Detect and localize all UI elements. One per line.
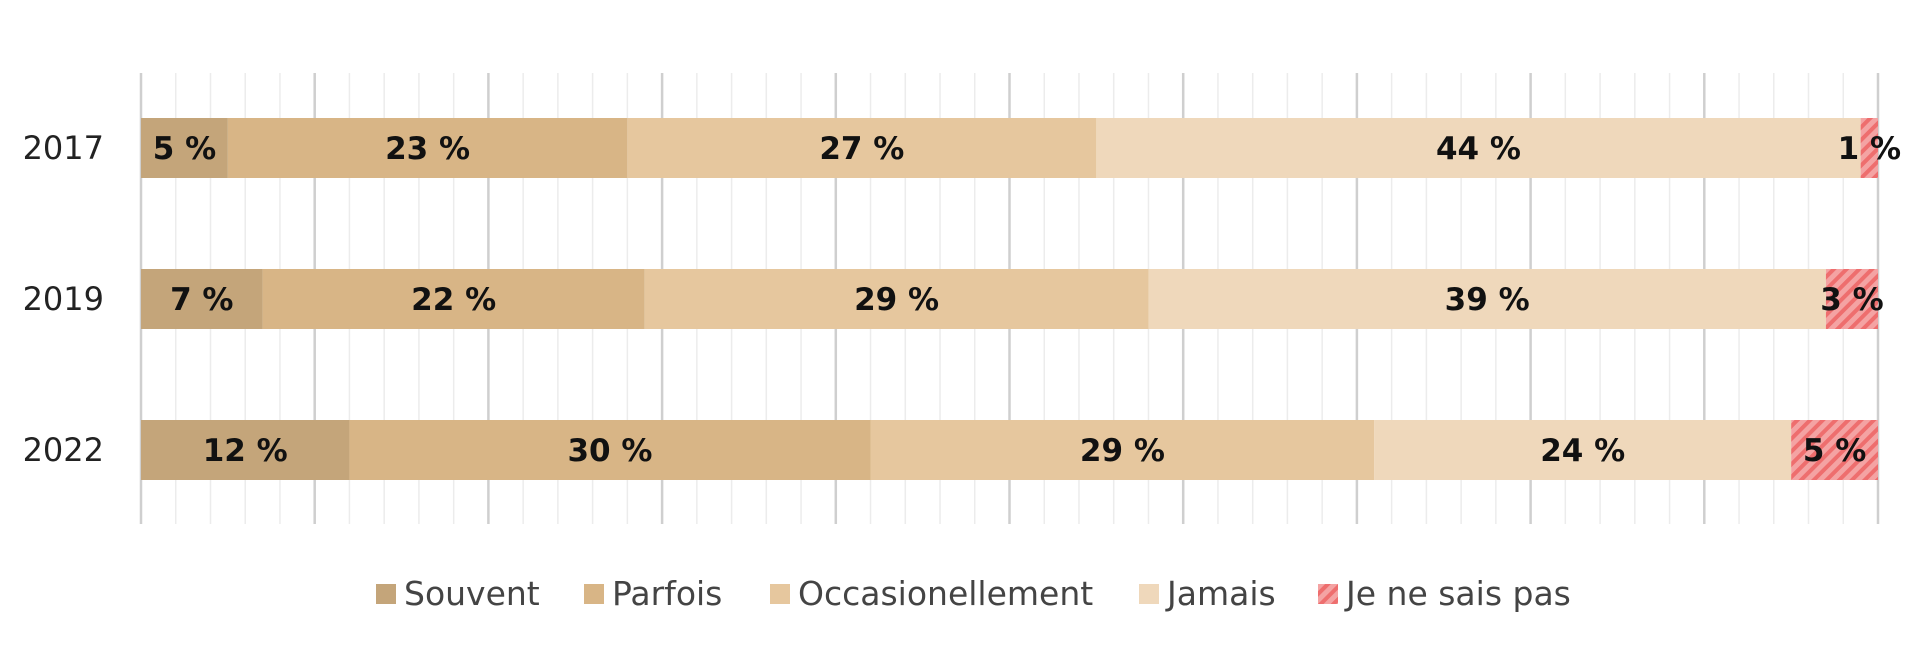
legend-item-jamais: Jamais [1139, 574, 1276, 613]
legend-item-parfois: Parfois [584, 574, 722, 613]
data-label: 29 % [1080, 433, 1165, 469]
legend-label: Souvent [404, 574, 540, 613]
legend-label: Occasionellement [798, 574, 1093, 613]
data-label: 30 % [567, 433, 652, 469]
bar-2022-occasionellement [870, 420, 1375, 480]
bar-2017-jamais [1096, 118, 1861, 178]
legend-item-occasionellement: Occasionellement [770, 574, 1093, 613]
category-label-2022: 2022 [23, 431, 104, 469]
category-axis: 2017 2019 2022 [23, 129, 104, 469]
bar-2019-parfois [262, 269, 645, 329]
bar-2019-souvent [141, 269, 263, 329]
bar-2017-parfois [227, 118, 628, 178]
bar-2022-jamais [1374, 420, 1792, 480]
value-labels: 5 % 23 % 27 % 44 % 1 % 7 % 22 % 29 % 39 % 3 % 12 %… [153, 131, 1901, 469]
legend-item-souvent: Souvent [376, 574, 540, 613]
bar-2019-occasionellement [644, 269, 1149, 329]
bar-2019-je-ne-sais-pas [1825, 269, 1878, 329]
data-label: 5 % [1803, 433, 1866, 469]
legend-swatch [376, 584, 396, 604]
data-label: 12 % [203, 433, 288, 469]
legend-item-je-ne-sais-pas: Je ne sais pas [1318, 574, 1571, 613]
data-label: 29 % [854, 282, 939, 318]
bar-2022-souvent [141, 420, 350, 480]
data-label: 23 % [385, 131, 470, 167]
legend-swatch [1318, 584, 1338, 604]
data-label: 22 % [411, 282, 496, 318]
legend-label: Parfois [612, 574, 722, 613]
bar-2017-souvent [141, 118, 228, 178]
data-label: 1 % [1838, 131, 1901, 167]
data-label: 7 % [170, 282, 233, 318]
data-label: 27 % [819, 131, 904, 167]
legend-swatch [1139, 584, 1159, 604]
legend-swatch [770, 584, 790, 604]
bar-2022-parfois [349, 420, 871, 480]
bar-2019-jamais [1148, 269, 1826, 329]
legend: Souvent Parfois Occasionellement Jamais Je n… [376, 574, 1571, 613]
data-label: 39 % [1445, 282, 1530, 318]
legend-label: Jamais [1165, 574, 1276, 613]
bars [141, 118, 1878, 480]
legend-label: Je ne sais pas [1344, 574, 1571, 613]
data-label: 44 % [1436, 131, 1521, 167]
category-label-2017: 2017 [23, 129, 104, 167]
legend-swatch [584, 584, 604, 604]
data-label: 24 % [1540, 433, 1625, 469]
bar-2017-je-ne-sais-pas [1860, 118, 1878, 178]
category-label-2019: 2019 [23, 280, 104, 318]
data-label: 3 % [1820, 282, 1883, 318]
data-label: 5 % [153, 131, 216, 167]
bar-2022-je-ne-sais-pas [1791, 420, 1878, 480]
bar-2017-occasionellement [627, 118, 1097, 178]
